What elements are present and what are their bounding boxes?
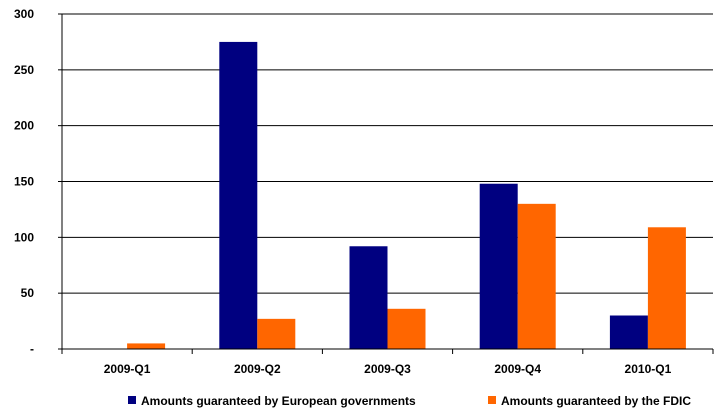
bar-series-2-2009-Q3	[387, 308, 426, 349]
x-tick-label: 2010-Q1	[625, 362, 672, 376]
bar-series-2-2009-Q2	[257, 318, 296, 349]
x-tick-label: 2009-Q2	[234, 362, 281, 376]
bar-series-1-2010-Q1	[609, 315, 648, 349]
x-tick-label: 2009-Q1	[104, 362, 151, 376]
legend-swatch-2	[488, 396, 496, 404]
bar-series-2-2009-Q4	[517, 203, 556, 349]
y-tick-label: 300	[14, 7, 34, 21]
legend-label-1: Amounts guaranteed by European governmen…	[141, 394, 416, 408]
bar-series-1-2009-Q3	[349, 246, 388, 349]
bar-series-1-2009-Q2	[219, 41, 258, 350]
y-tick-label: 150	[14, 175, 34, 189]
y-tick-label: -	[30, 342, 34, 356]
axes	[58, 13, 714, 354]
x-tick-label: 2009-Q4	[494, 362, 541, 376]
x-tick-label: 2009-Q3	[364, 362, 411, 376]
bars	[127, 41, 686, 350]
legend: Amounts guaranteed by European governmen…	[128, 394, 691, 408]
y-tick-label: 100	[14, 230, 34, 244]
gridlines	[62, 13, 713, 294]
y-tick-label: 200	[14, 119, 34, 133]
y-tick-labels: - 50 100 150 200 250 300	[14, 7, 34, 356]
bar-series-1-2009-Q4	[479, 183, 518, 349]
legend-label-2: Amounts guaranteed by the FDIC	[501, 394, 691, 408]
y-tick-label: 50	[21, 286, 35, 300]
bar-series-2-2010-Q1	[647, 227, 686, 349]
bar-series-2-2009-Q1	[127, 343, 166, 349]
legend-swatch-1	[128, 396, 136, 404]
y-tick-label: 250	[14, 63, 34, 77]
x-tick-labels: 2009-Q1 2009-Q2 2009-Q3 2009-Q4 2010-Q1	[104, 362, 672, 376]
